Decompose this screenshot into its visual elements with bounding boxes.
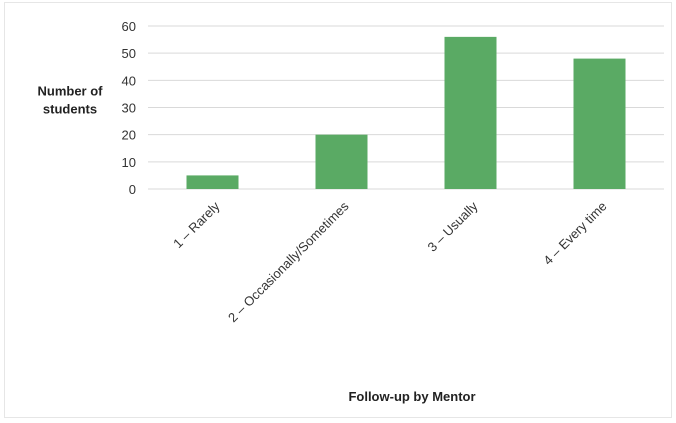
chart-frame <box>4 2 672 418</box>
x-axis-categories: 1 – Rarely 2 – Occasionally/Sometimes 3 – … <box>170 198 610 325</box>
bars <box>186 36 626 189</box>
y-axis-ticks: 0 10 20 30 40 50 60 <box>122 19 136 197</box>
y-tick-label: 40 <box>122 73 136 88</box>
bar-4 <box>573 58 626 189</box>
y-axis-title-line: students <box>43 102 97 117</box>
bar-1 <box>186 175 239 189</box>
bar-2 <box>315 134 368 189</box>
y-tick-label: 30 <box>122 101 136 116</box>
y-tick-label: 50 <box>122 46 136 61</box>
y-tick-label: 0 <box>129 182 136 197</box>
y-tick-label: 20 <box>122 128 136 143</box>
x-category-label: 4 – Every time <box>540 199 609 268</box>
bar-3 <box>444 36 497 189</box>
x-category-label: 1 – Rarely <box>170 198 223 251</box>
x-category-label: 2 – Occasionally/Sometimes <box>225 198 352 325</box>
y-axis-title: Number of students <box>38 84 104 117</box>
x-category-label: 3 – Usually <box>425 198 481 254</box>
y-tick-label: 10 <box>122 155 136 170</box>
y-tick-label: 60 <box>122 19 136 34</box>
x-axis-title: Follow-up by Mentor <box>348 389 475 404</box>
y-axis-title-line: Number of <box>38 84 104 99</box>
